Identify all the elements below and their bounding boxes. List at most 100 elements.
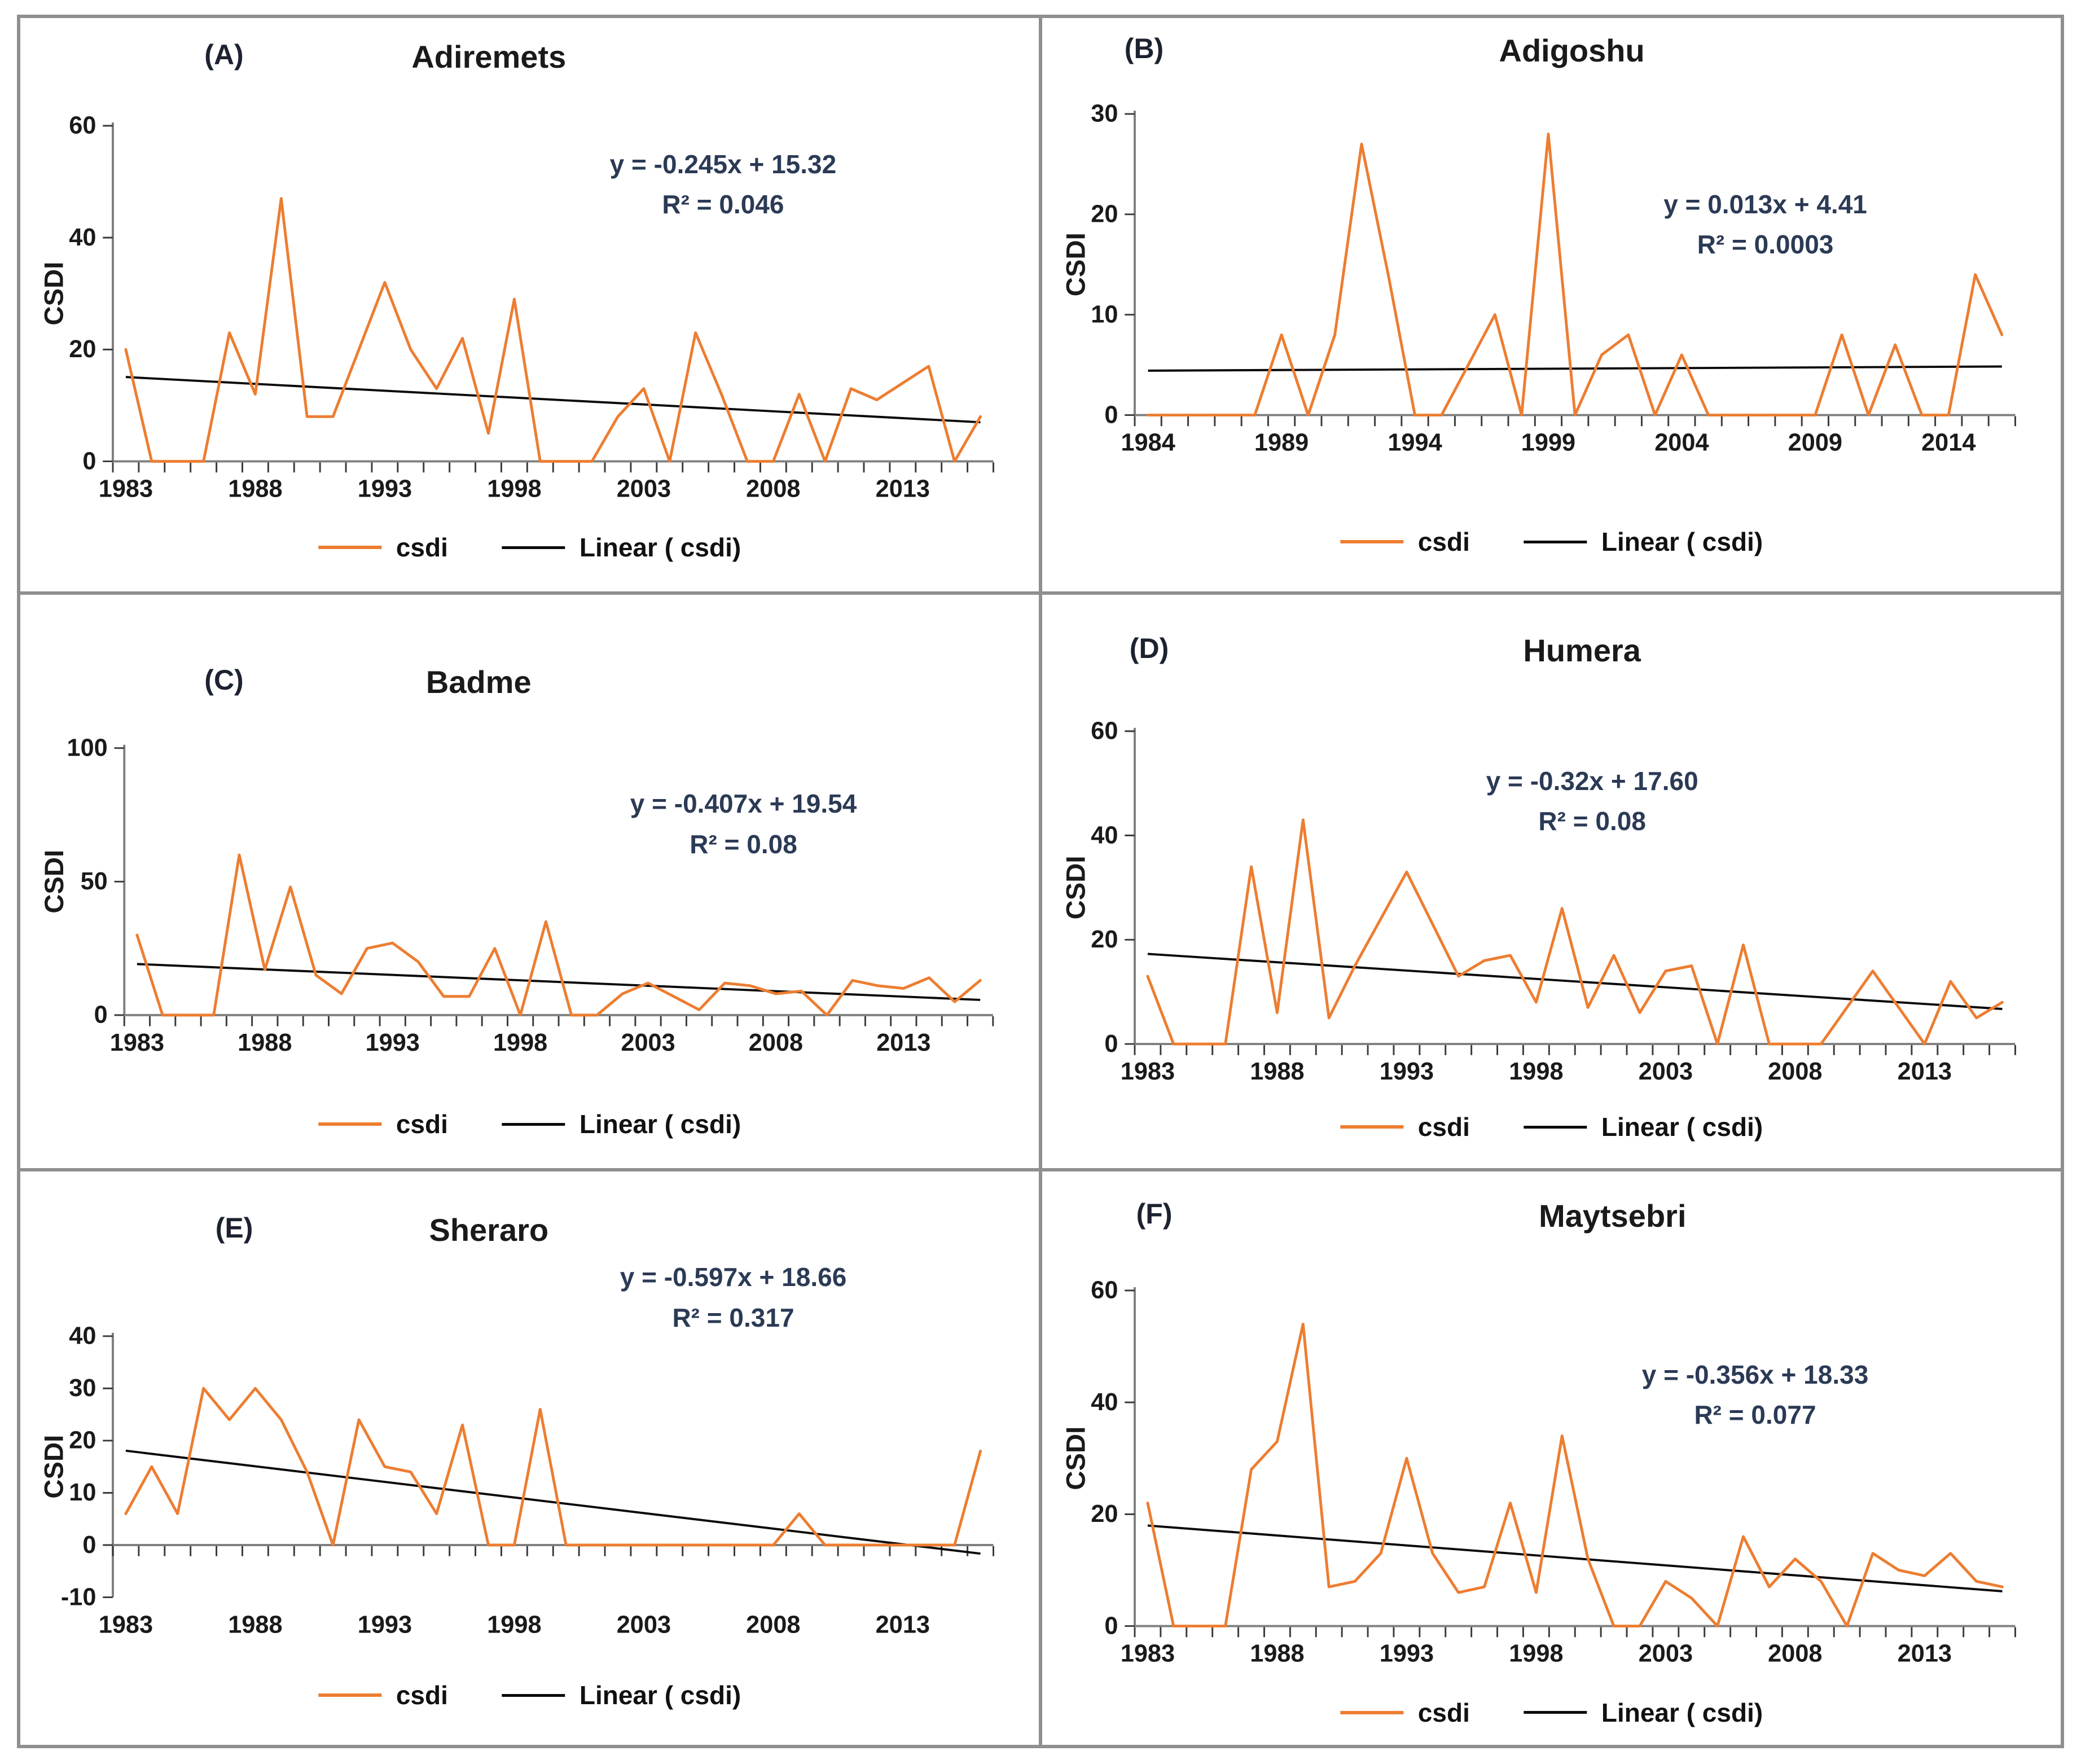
linear-line-sample (501, 546, 565, 549)
panel-letter: (B) (1124, 33, 1164, 65)
csdi-line-sample (1340, 1710, 1403, 1714)
csdi-series-line (1146, 818, 2004, 1046)
equation-line: y = 0.013x + 4.41 (1663, 189, 1867, 219)
equation-line: y = -0.356x + 18.33 (1641, 1360, 1869, 1390)
chart-area: -10 0 10 20 30 40 1983 1988 1993 1998 2003 2008 2013… (41, 1326, 1018, 1653)
linear-line-sample (1523, 540, 1587, 543)
linear-line-sample (501, 1693, 565, 1697)
panel-letter: (A) (204, 38, 244, 71)
csdi-legend-label: csdi (1417, 1112, 1470, 1142)
csdi-series-line (135, 853, 982, 1017)
csdi-series-line (1147, 133, 2004, 417)
x-tick-label: 1983 (1121, 1640, 1175, 1668)
x-tick-label: 2013 (876, 1612, 930, 1639)
y-tick-label: -10 (61, 1584, 96, 1611)
x-tick-label: 1998 (487, 1612, 541, 1639)
chart-legend: csdi Linear ( csdi) (1340, 526, 1763, 557)
csdi-line-sample (318, 1122, 381, 1126)
chart-area: 0 20 40 60 1983 1988 1993 1998 2003 2008 2013 CSDI (1063, 721, 2040, 1100)
x-tick-label: 1993 (1380, 1058, 1434, 1085)
trend-equation: y = -0.407x + 19.54 R² = 0.08 (630, 784, 857, 865)
x-tick-label: 1983 (110, 1029, 164, 1056)
x-tick-label: 1998 (1509, 1058, 1563, 1085)
csdi-chart: 0 50 100 1983 1988 1993 1998 2003 2008 2013 CSDI (41, 738, 994, 1056)
csdi-series-line (124, 1387, 982, 1547)
linear-legend-label: Linear ( csdi) (579, 1109, 741, 1139)
y-tick-label: 40 (1091, 822, 1118, 849)
x-tick-label: 2013 (876, 1029, 930, 1056)
x-tick-label: 1993 (366, 1029, 420, 1056)
x-tick-label: 1988 (228, 1612, 282, 1639)
trend-equation: y = -0.356x + 18.33 R² = 0.077 (1642, 1355, 1869, 1436)
csdi-legend-label: csdi (1417, 1697, 1470, 1727)
csdi-line-sample (1340, 1125, 1403, 1129)
panel-adigoshu: (B) Adigoshu 0 10 20 30 1984 1989 1994 1999 2004… (1042, 18, 2061, 591)
linear-legend-label: Linear ( csdi) (1601, 1697, 1763, 1727)
y-tick-label: 40 (69, 224, 96, 251)
y-axis-title: CSDI (41, 262, 69, 326)
y-tick-label: 0 (94, 1002, 108, 1029)
x-tick-label: 1993 (358, 1612, 412, 1639)
y-tick-label: 40 (1091, 1389, 1118, 1416)
x-tick-label: 2008 (749, 1029, 803, 1056)
equation-line: y = -0.245x + 15.32 (609, 149, 837, 179)
y-axis-title: CSDI (41, 1435, 69, 1499)
x-tick-label: 1999 (1521, 429, 1575, 457)
x-tick-label: 1994 (1388, 429, 1442, 457)
csdi-series-line (124, 197, 982, 463)
chart-area: 0 50 100 1983 1988 1993 1998 2003 2008 2013 CSDI (41, 738, 1018, 1070)
x-tick-label: 2004 (1654, 429, 1709, 457)
x-tick-label: 2008 (1768, 1058, 1822, 1085)
x-tick-label: 2008 (1768, 1640, 1822, 1668)
chart-legend: csdi Linear ( csdi) (1340, 1697, 1763, 1728)
csdi-chart: -10 0 10 20 30 40 1983 1988 1993 1998 2003 2008 2013… (41, 1326, 995, 1639)
csdi-series-line (1146, 1322, 2004, 1628)
chart-area: 0 20 40 60 1983 1988 1993 1998 2003 2008 2013 CSDI (41, 116, 1018, 517)
x-tick-label: 1998 (487, 475, 541, 502)
y-axis-title: CSDI (41, 850, 69, 914)
chart-title: Adiremets (411, 38, 567, 74)
x-tick-label: 2014 (1921, 429, 1975, 457)
x-tick-label: 1993 (1380, 1640, 1434, 1668)
equation-line: y = -0.32x + 17.60 (1486, 766, 1698, 796)
chart-legend: csdi Linear ( csdi) (318, 532, 741, 563)
linear-legend-label: Linear ( csdi) (1601, 527, 1763, 557)
trend-equation: y = 0.013x + 4.41 R² = 0.0003 (1663, 185, 1867, 265)
chart-title: Adigoshu (1499, 33, 1645, 69)
chart-area: 0 20 40 60 1983 1988 1993 1998 2003 2008 2013 CSDI (1063, 1280, 2040, 1682)
x-tick-label: 2009 (1788, 429, 1842, 457)
trend-equation: y = -0.597x + 18.66 R² = 0.317 (620, 1257, 847, 1338)
y-tick-label: 60 (69, 116, 96, 139)
y-tick-label: 0 (82, 1532, 96, 1559)
chart-title: Badme (425, 664, 532, 700)
trend-line (137, 963, 981, 1001)
r-squared-line: R² = 0.08 (690, 829, 797, 859)
y-tick-label: 10 (1091, 301, 1118, 328)
equation-line: y = -0.597x + 18.66 (620, 1262, 847, 1292)
csdi-line-sample (318, 546, 381, 550)
y-tick-label: 0 (1104, 402, 1118, 429)
x-tick-label: 2008 (746, 1612, 800, 1639)
r-squared-line: R² = 0.317 (672, 1302, 794, 1332)
y-tick-label: 30 (69, 1375, 96, 1402)
trend-equation: y = -0.245x + 15.32 R² = 0.046 (610, 144, 837, 225)
panel-sheraro: (E) Sheraro -10 0 10 20 30 40 1983 1988 1993 1998… (20, 1171, 1039, 1745)
csdi-chart: 0 10 20 30 1984 1989 1994 1999 2004 2009 2014 CSDI (1063, 104, 2017, 457)
linear-line-sample (501, 1122, 565, 1126)
csdi-chart: 0 20 40 60 1983 1988 1993 1998 2003 2008 2013 CSDI (41, 116, 995, 502)
r-squared-line: R² = 0.0003 (1697, 229, 1834, 259)
y-tick-label: 100 (67, 738, 108, 761)
x-tick-label: 1998 (1509, 1640, 1563, 1668)
x-tick-label: 1983 (99, 475, 153, 502)
y-tick-label: 0 (1104, 1030, 1118, 1057)
linear-legend-label: Linear ( csdi) (579, 533, 741, 563)
csdi-legend-label: csdi (396, 533, 448, 563)
x-tick-label: 1984 (1121, 429, 1175, 457)
x-tick-label: 1983 (1121, 1058, 1175, 1085)
csdi-legend-label: csdi (1417, 527, 1470, 557)
panel-letter: (E) (215, 1212, 253, 1244)
panel-adiremets: (A) Adiremets 0 20 40 60 1983 1988 1993 1998 200… (20, 18, 1039, 591)
r-squared-line: R² = 0.046 (662, 189, 784, 219)
trend-line (1147, 1524, 2003, 1592)
y-tick-label: 60 (1091, 721, 1118, 745)
